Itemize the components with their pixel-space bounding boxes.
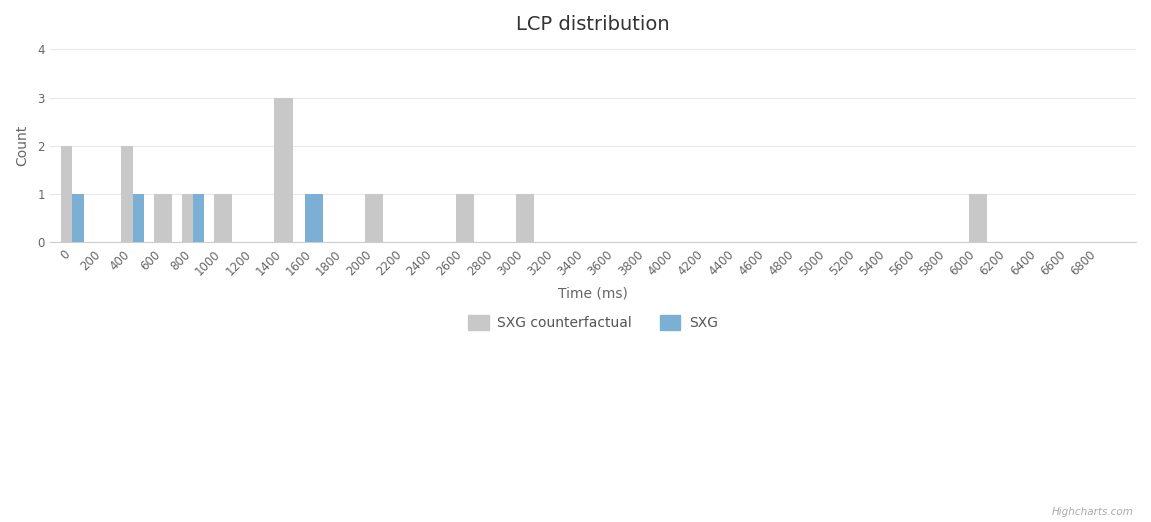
Bar — [365, 194, 383, 242]
Bar — [182, 194, 193, 242]
Bar — [193, 194, 205, 242]
Bar — [73, 194, 84, 242]
Y-axis label: Count: Count — [15, 125, 29, 167]
Text: Highcharts.com: Highcharts.com — [1052, 507, 1134, 517]
Bar — [516, 194, 534, 242]
Legend: SXG counterfactual, SXG: SXG counterfactual, SXG — [463, 310, 723, 336]
Bar — [132, 194, 144, 242]
Title: LCP distribution: LCP distribution — [516, 15, 670, 34]
Bar — [968, 194, 986, 242]
Bar — [121, 146, 132, 242]
Bar — [305, 194, 322, 242]
Bar — [214, 194, 233, 242]
Bar — [274, 98, 292, 242]
Bar — [61, 146, 73, 242]
X-axis label: Time (ms): Time (ms) — [558, 287, 627, 301]
Bar — [456, 194, 474, 242]
Bar — [154, 194, 171, 242]
